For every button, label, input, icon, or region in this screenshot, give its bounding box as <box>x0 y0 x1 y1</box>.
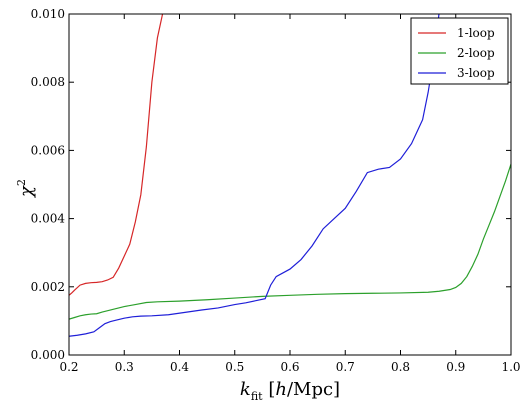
series-line-2-loop <box>69 163 511 320</box>
y-tick-label: 0.006 <box>31 143 65 157</box>
y-tick-label: 0.002 <box>31 280 65 294</box>
x-tick-label: 0.6 <box>280 360 299 374</box>
legend-label-3-loop: 3-loop <box>457 66 495 80</box>
y-tick-label: 0.000 <box>31 348 65 362</box>
y-tick-label: 0.010 <box>31 7 65 21</box>
axis-ticks: 0.2 0.3 0.4 0.5 0.6 0.7 0.8 0.9 1.0 0.000 0.002 0.0… <box>31 7 521 374</box>
y-axis-title: χ2 <box>15 179 37 199</box>
x-tick-label: 0.3 <box>115 360 134 374</box>
y-tick-label: 0.004 <box>31 212 66 226</box>
x-axis-title: kfit [h/Mpc] <box>240 379 340 403</box>
x-tick-label: 0.2 <box>59 360 78 374</box>
y-tick-label: 0.008 <box>31 75 65 89</box>
x-tick-label: 0.7 <box>336 360 355 374</box>
x-tick-label: 0.8 <box>391 360 410 374</box>
series-lines <box>69 14 511 337</box>
x-tick-label: 1.0 <box>501 360 520 374</box>
legend-label-1-loop: 1-loop <box>457 26 495 40</box>
series-line-3-loop <box>69 14 440 337</box>
x-tick-label: 0.9 <box>446 360 465 374</box>
legend-label-2-loop: 2-loop <box>457 46 495 60</box>
x-tick-label: 0.4 <box>170 360 189 374</box>
series-line-1-loop <box>69 14 164 296</box>
legend: 1-loop 2-loop 3-loop <box>410 17 509 85</box>
x-tick-label: 0.5 <box>225 360 244 374</box>
